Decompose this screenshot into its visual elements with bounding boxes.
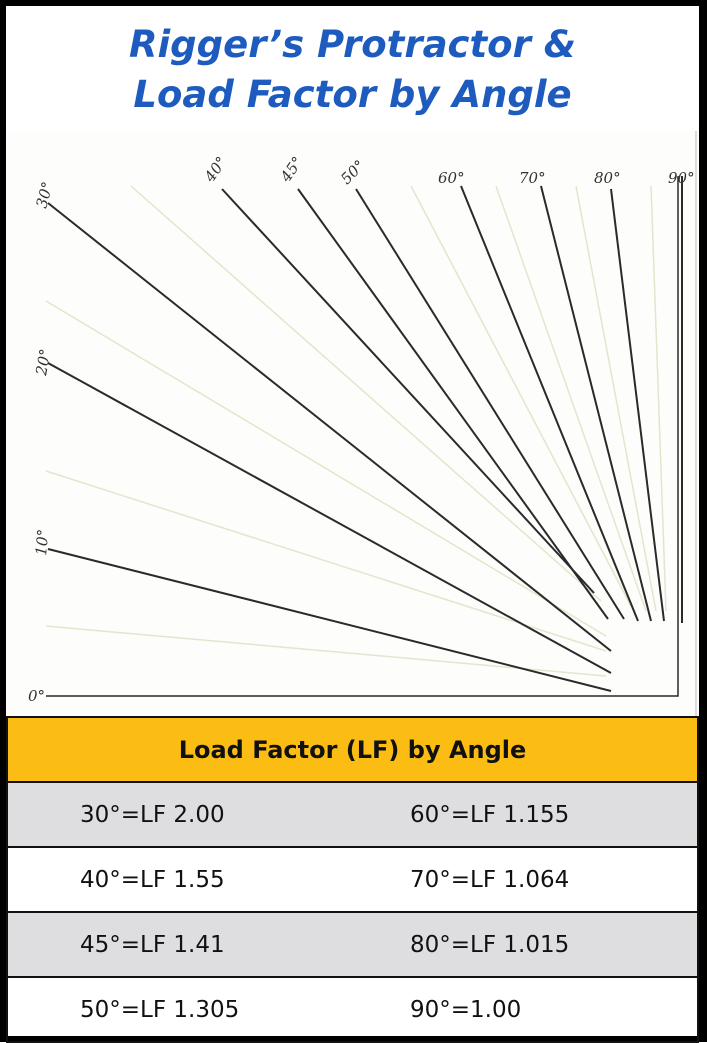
- table-body: 30°=LF 2.00 60°=LF 1.155 40°=LF 1.55 70°=LF…: [6, 781, 699, 1043]
- table-row: 50°=LF 1.305 90°=1.00: [6, 976, 699, 1043]
- angle-lines: [46, 131, 697, 716]
- angle-label: 90°: [668, 169, 695, 187]
- table-row: 45°=LF 1.41 80°=LF 1.015: [6, 911, 699, 978]
- table-title: Load Factor (LF) by Angle: [6, 716, 699, 783]
- table-cell: 50°=LF 1.305: [6, 976, 350, 1043]
- angle-label: 80°: [594, 169, 621, 187]
- table-cell: 30°=LF 2.00: [6, 781, 350, 848]
- title: Rigger’s Protractor & Load Factor by Ang…: [6, 20, 699, 120]
- table-cell: 80°=LF 1.015: [350, 911, 699, 978]
- angle-label: 10°: [32, 528, 52, 556]
- protractor-paper: [6, 131, 699, 716]
- title-line: Rigger’s Protractor &: [129, 23, 576, 66]
- table-cell: 70°=LF 1.064: [350, 846, 699, 913]
- angle-label: 0°: [28, 687, 45, 705]
- faint-lines: [45, 185, 667, 677]
- table-cell: 45°=LF 1.41: [6, 911, 350, 978]
- protractor: 30° 20° 10° 0° 40° 45° 50° 60° 70° 80° 9…: [6, 131, 699, 716]
- table-cell: 40°=LF 1.55: [6, 846, 350, 913]
- table-cell: 60°=LF 1.155: [350, 781, 699, 848]
- angle-label: 20°: [32, 347, 55, 377]
- title-line: Load Factor by Angle: [133, 73, 572, 116]
- table-row: 30°=LF 2.00 60°=LF 1.155: [6, 781, 699, 848]
- angle-label: 60°: [438, 169, 465, 187]
- angle-label: 70°: [519, 169, 546, 187]
- table-row: 40°=LF 1.55 70°=LF 1.064: [6, 846, 699, 913]
- load-factor-table: Load Factor (LF) by Angle 30°=LF 2.00 60°…: [6, 716, 699, 1043]
- table-cell: 90°=1.00: [350, 976, 699, 1043]
